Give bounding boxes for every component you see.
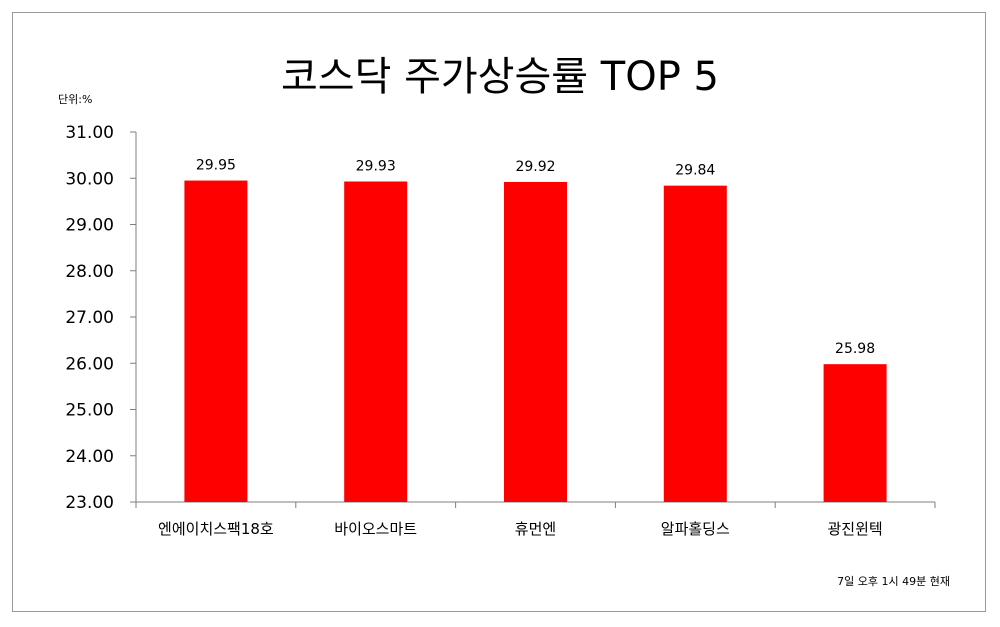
bar — [663, 185, 727, 502]
chart-title: 코스닥 주가상승률 TOP 5 — [280, 54, 720, 100]
bar — [504, 181, 567, 502]
y-tick-label: 28.00 — [65, 262, 114, 282]
y-tick-label: 25.00 — [65, 401, 114, 421]
chart-frame — [12, 12, 986, 612]
data-label: 29.93 — [356, 158, 396, 174]
y-tick-label: 29.00 — [65, 216, 114, 236]
bar — [344, 181, 408, 503]
timestamp-note: 7일 오후 1시 49분 현재 — [837, 575, 950, 588]
x-tick-label: 알파홀딩스 — [661, 520, 730, 538]
x-tick-label: 엔에이치스팩18호 — [158, 520, 274, 538]
data-label: 25.98 — [835, 341, 875, 357]
data-label: 29.92 — [515, 159, 555, 175]
data-label: 29.84 — [675, 163, 715, 179]
x-tick-label: 광진윈텍 — [827, 520, 882, 538]
unit-label: 단위:% — [58, 93, 93, 106]
x-tick-label: 휴먼엔 — [515, 520, 556, 538]
data-label: 29.95 — [196, 158, 236, 174]
x-tick-label: 바이오스마트 — [334, 520, 417, 538]
bar — [823, 364, 887, 502]
y-tick-label: 23.00 — [65, 493, 114, 513]
y-tick-label: 30.00 — [65, 169, 114, 189]
y-tick-label: 26.00 — [65, 354, 114, 374]
y-tick-label: 31.00 — [65, 123, 114, 143]
bar — [184, 180, 248, 502]
y-tick-label: 27.00 — [65, 308, 114, 328]
y-tick-label: 24.00 — [65, 447, 114, 467]
